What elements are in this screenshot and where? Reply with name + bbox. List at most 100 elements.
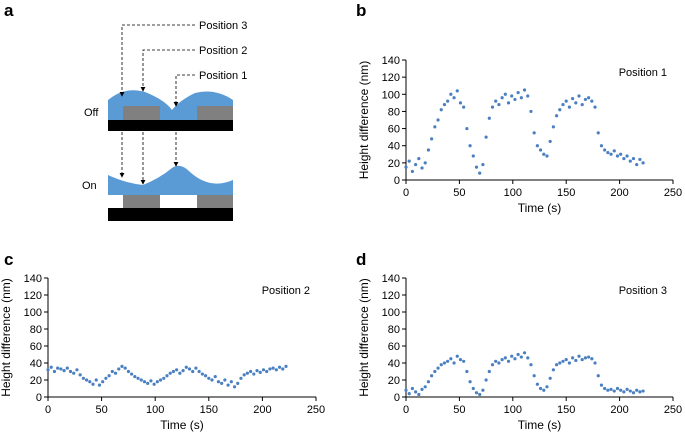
data-point (487, 116, 491, 120)
data-point (484, 135, 488, 139)
x-tick-label: 0 (403, 404, 409, 416)
data-point (638, 390, 642, 394)
data-point (120, 364, 124, 368)
data-point (184, 365, 188, 369)
data-point (481, 388, 485, 392)
data-point (430, 137, 434, 141)
x-tick-label: 200 (610, 187, 628, 199)
data-point (439, 363, 443, 367)
data-point (410, 386, 415, 391)
data-point (510, 94, 514, 98)
data-point (187, 367, 192, 371)
data-point (207, 376, 211, 380)
y-tick-label: 120 (382, 72, 400, 84)
data-point (110, 369, 114, 374)
data-point (522, 351, 527, 355)
position-label: Position 3 (199, 20, 247, 32)
data-point (165, 374, 169, 378)
data-point (78, 373, 82, 377)
data-point (101, 380, 105, 384)
data-point (200, 372, 204, 376)
data-point (442, 102, 447, 107)
data-point (455, 89, 459, 93)
x-tick-label: 250 (664, 187, 682, 199)
data-point (281, 367, 285, 371)
data-point (615, 154, 620, 158)
data-point (232, 385, 237, 389)
data-point (249, 369, 253, 374)
data-point (404, 388, 408, 392)
data-point (641, 389, 645, 393)
y-tick-label: 40 (388, 358, 400, 370)
data-point (136, 376, 140, 380)
data-point (538, 148, 543, 152)
data-point (526, 94, 530, 98)
data-point (638, 157, 642, 162)
x-tick-label: 0 (403, 187, 409, 199)
state-label: On (82, 180, 97, 192)
data-point (590, 357, 594, 361)
data-point (535, 144, 539, 148)
data-point (606, 150, 610, 155)
data-point (239, 376, 243, 380)
data-point (599, 383, 604, 387)
data-point (152, 382, 156, 386)
y-tick-label: 20 (388, 375, 400, 387)
data-point (104, 376, 108, 380)
data-point (265, 369, 269, 374)
data-point (410, 169, 415, 174)
data-point (567, 361, 572, 365)
y-tick-label: 20 (388, 158, 400, 170)
data-point (420, 387, 424, 391)
data-point (599, 144, 604, 148)
data-point (236, 381, 240, 385)
data-point (471, 154, 475, 158)
electrode (123, 195, 160, 208)
data-point (631, 156, 636, 161)
y-tick-label: 40 (30, 358, 42, 370)
y-axis-label: Height difference (nm) (357, 61, 371, 180)
data-point (542, 388, 546, 392)
y-tick-label: 0 (36, 392, 42, 404)
position-label: Position 2 (199, 45, 247, 57)
panel-label: a (4, 1, 14, 20)
position-label: Position 1 (199, 70, 247, 82)
data-point (571, 356, 575, 360)
data-point (506, 359, 511, 363)
data-point (126, 369, 130, 374)
data-point (452, 96, 456, 100)
data-point (117, 367, 121, 371)
data-point (216, 380, 221, 384)
data-point (436, 118, 440, 122)
data-point (622, 156, 626, 161)
y-tick-label: 120 (24, 290, 42, 302)
data-point (72, 371, 76, 375)
data-point (545, 154, 549, 158)
data-point (510, 354, 514, 358)
data-point (474, 165, 479, 169)
x-tick-label: 50 (453, 404, 465, 416)
data-point (258, 370, 262, 374)
data-point (274, 368, 278, 372)
data-point (175, 368, 179, 372)
x-tick-label: 100 (146, 404, 164, 416)
data-point (494, 99, 498, 103)
data-point (561, 359, 565, 363)
data-point (146, 381, 150, 385)
data-point (68, 369, 73, 374)
y-tick-label: 140 (24, 273, 42, 285)
data-point (442, 361, 447, 365)
data-point (433, 125, 437, 129)
annotation: Position 3 (619, 285, 667, 297)
data-point (538, 386, 543, 391)
y-axis-label: Height difference (nm) (357, 278, 371, 397)
y-tick-label: 60 (30, 341, 42, 353)
state-label: Off (84, 107, 99, 119)
data-point (62, 369, 66, 373)
x-axis-label: Time (s) (518, 418, 562, 432)
data-point (46, 368, 50, 372)
data-point (490, 105, 495, 109)
data-point (471, 386, 475, 391)
data-point (407, 159, 411, 163)
data-point (532, 131, 536, 135)
